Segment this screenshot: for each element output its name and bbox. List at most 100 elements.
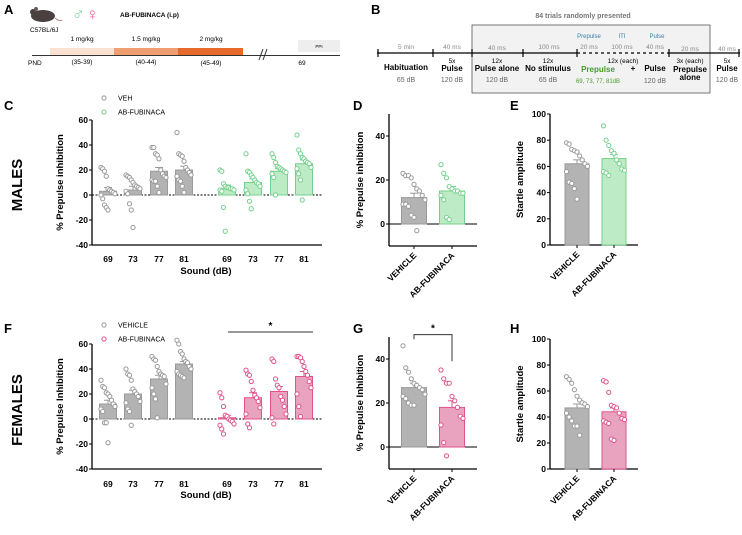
y-tick-label: -40 — [76, 464, 89, 474]
data-point — [220, 431, 227, 437]
data-point — [603, 137, 609, 143]
x-tick-label: VEHICLE — [548, 473, 581, 506]
data-point — [294, 132, 300, 138]
block-db: 120 dB — [716, 77, 739, 84]
data-point — [569, 180, 575, 187]
dose-bar-1 — [50, 48, 114, 55]
data-point — [566, 376, 572, 382]
block-count: 3x (each) — [676, 58, 703, 65]
ppi-label: PPI — [315, 44, 322, 49]
data-point — [188, 172, 194, 178]
block-count: 12x — [543, 58, 554, 65]
data-point — [105, 207, 111, 213]
x-axis-label: Sound (dB) — [180, 266, 231, 277]
data-point — [460, 415, 466, 421]
panel-letter-b: B — [371, 2, 380, 17]
data-point — [248, 206, 254, 212]
duration-label: 20 ms — [681, 46, 699, 53]
data-point — [100, 408, 106, 415]
data-point — [176, 341, 182, 347]
data-point — [231, 421, 237, 427]
y-tick-label: 40 — [537, 412, 547, 422]
data-point — [154, 415, 160, 421]
data-point — [438, 367, 444, 373]
ppi-plus: + — [631, 64, 636, 73]
panel-letter-g: G — [353, 321, 363, 336]
data-point — [414, 228, 420, 234]
data-point — [123, 366, 129, 372]
data-point — [271, 358, 277, 365]
data-point — [156, 189, 162, 196]
data-point — [446, 217, 452, 223]
data-point — [308, 164, 314, 171]
duration-label: 100 ms — [611, 44, 633, 51]
data-point — [257, 183, 263, 189]
data-point — [566, 141, 572, 147]
data-point — [281, 403, 287, 410]
dose-bar-3 — [178, 48, 243, 55]
data-point — [179, 351, 185, 357]
x-axis-label: Sound (dB) — [180, 490, 231, 501]
data-point — [438, 192, 444, 198]
data-point — [246, 372, 253, 378]
data-point — [181, 189, 187, 196]
panel-a-timeline: ♂ ♀ AB-FUBINACA (i.p) C57BL/6J 1 mg/kg 1… — [28, 5, 340, 67]
data-point — [271, 154, 277, 161]
data-point — [272, 376, 279, 382]
data-point — [574, 393, 580, 399]
data-point — [179, 153, 185, 159]
data-point — [443, 453, 450, 459]
data-point — [606, 389, 612, 395]
data-point — [128, 377, 134, 383]
data-point — [301, 363, 307, 370]
mouse-icon — [30, 7, 63, 22]
duration-label: 40 ms — [718, 46, 736, 53]
data-point — [600, 123, 607, 129]
x-tick-label: VEHICLE — [548, 249, 581, 282]
duration-label: 40 ms — [443, 44, 461, 51]
panel-letter-f: F — [4, 321, 12, 336]
data-point — [460, 190, 466, 196]
significance-star: * — [431, 324, 435, 335]
data-point — [297, 413, 304, 420]
legend-marker — [101, 95, 107, 101]
dose-label: 1 mg/kg — [70, 36, 94, 43]
data-point — [154, 183, 160, 189]
data-point — [584, 163, 591, 169]
blue-label: Prepulse — [577, 34, 601, 40]
data-point — [579, 157, 585, 163]
y-axis-label: Startle amplitude — [515, 141, 526, 218]
data-point — [611, 150, 617, 156]
data-point — [243, 151, 249, 157]
row-label-females: FEMALES — [9, 374, 26, 446]
bar — [564, 163, 590, 246]
data-point — [161, 373, 167, 380]
data-point — [563, 169, 570, 175]
ppi-pulse: Pulse — [644, 64, 666, 73]
legend-marker — [101, 322, 107, 328]
significance-bracket — [413, 334, 453, 362]
data-point — [574, 149, 580, 155]
y-axis-label: % Prepulse Inhibition — [355, 355, 366, 452]
data-point — [135, 393, 141, 400]
chart-panel-c: -40 -20 0 20 40 60 % Prepulse inhibition 69 73 77… — [55, 95, 322, 277]
ppi-prepulse-db: 69, 73, 77, 81dB — [576, 79, 620, 85]
data-point — [128, 422, 134, 428]
x-tick-label: 73 — [128, 479, 138, 489]
data-point — [257, 405, 263, 411]
y-tick-label: 40 — [376, 354, 386, 364]
ppi-pulse-db: 120 dB — [644, 78, 667, 85]
data-point — [272, 192, 279, 198]
data-point — [152, 396, 159, 402]
y-tick-label: 40 — [376, 131, 386, 141]
data-point — [308, 385, 314, 391]
y-tick-label: 60 — [537, 386, 547, 396]
x-tick-label: 73 — [248, 254, 258, 264]
data-point — [250, 387, 256, 393]
ppi-prepulse: Prepulse — [581, 65, 615, 74]
dose-bar-2 — [114, 48, 178, 55]
pnd-label: PND — [28, 60, 42, 67]
x-tick-label: 69 — [222, 254, 232, 264]
